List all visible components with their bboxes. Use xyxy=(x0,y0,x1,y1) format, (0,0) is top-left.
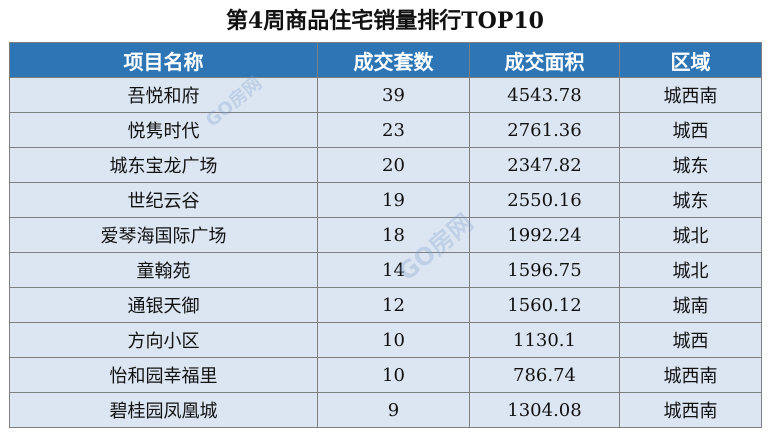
cell-district: 城西南 xyxy=(619,357,762,393)
page-title: 第4周商品住宅销量排行TOP10 xyxy=(225,8,544,34)
cell-project-name: 爱琴海国际广场 xyxy=(9,217,318,253)
header-units-sold: 成交套数 xyxy=(317,42,470,78)
table-row: 童翰苑 14 1596.75 城北 xyxy=(9,252,762,288)
header-area-sold: 成交面积 xyxy=(469,42,620,78)
table-row: 怡和园幸福里 10 786.74 城西南 xyxy=(9,357,762,393)
cell-district: 城东 xyxy=(619,147,762,183)
table-header-row: 项目名称 成交套数 成交面积 区域 xyxy=(9,42,762,78)
cell-units-sold: 14 xyxy=(317,252,470,288)
cell-project-name: 通银天御 xyxy=(9,287,318,323)
cell-units-sold: 12 xyxy=(317,287,470,323)
cell-units-sold: 23 xyxy=(317,112,470,148)
cell-project-name: 碧桂园凤凰城 xyxy=(9,392,318,428)
cell-area-sold: 2347.82 xyxy=(469,147,620,183)
cell-project-name: 城东宝龙广场 xyxy=(9,147,318,183)
table-row: 爱琴海国际广场 18 1992.24 城北 xyxy=(9,217,762,253)
cell-area-sold: 2761.36 xyxy=(469,112,620,148)
cell-project-name: 吾悦和府 xyxy=(9,77,318,113)
sales-ranking-table: 项目名称 成交套数 成交面积 区域 吾悦和府 39 4543.78 城西南 悦隽… xyxy=(9,42,762,428)
table-row: 世纪云谷 19 2550.16 城东 xyxy=(9,182,762,218)
cell-project-name: 世纪云谷 xyxy=(9,182,318,218)
cell-units-sold: 10 xyxy=(317,322,470,358)
cell-area-sold: 2550.16 xyxy=(469,182,620,218)
cell-district: 城东 xyxy=(619,182,762,218)
cell-district: 城西南 xyxy=(619,392,762,428)
table-row: 城东宝龙广场 20 2347.82 城东 xyxy=(9,147,762,183)
cell-area-sold: 1560.12 xyxy=(469,287,620,323)
cell-area-sold: 1304.08 xyxy=(469,392,620,428)
cell-district: 城南 xyxy=(619,287,762,323)
cell-district: 城北 xyxy=(619,252,762,288)
cell-area-sold: 786.74 xyxy=(469,357,620,393)
table-row: 通银天御 12 1560.12 城南 xyxy=(9,287,762,323)
cell-area-sold: 1992.24 xyxy=(469,217,620,253)
table-row: 悦隽时代 23 2761.36 城西 xyxy=(9,112,762,148)
cell-area-sold: 1596.75 xyxy=(469,252,620,288)
cell-project-name: 童翰苑 xyxy=(9,252,318,288)
cell-units-sold: 39 xyxy=(317,77,470,113)
cell-units-sold: 19 xyxy=(317,182,470,218)
cell-area-sold: 1130.1 xyxy=(469,322,620,358)
cell-district: 城西南 xyxy=(619,77,762,113)
cell-project-name: 方向小区 xyxy=(9,322,318,358)
header-project-name: 项目名称 xyxy=(9,42,318,78)
cell-units-sold: 18 xyxy=(317,217,470,253)
cell-area-sold: 4543.78 xyxy=(469,77,620,113)
cell-district: 城西 xyxy=(619,322,762,358)
cell-project-name: 悦隽时代 xyxy=(9,112,318,148)
cell-district: 城西 xyxy=(619,112,762,148)
cell-project-name: 怡和园幸福里 xyxy=(9,357,318,393)
header-district: 区域 xyxy=(619,42,762,78)
table-row: 碧桂园凤凰城 9 1304.08 城西南 xyxy=(9,392,762,428)
cell-units-sold: 20 xyxy=(317,147,470,183)
cell-units-sold: 9 xyxy=(317,392,470,428)
table-row: 方向小区 10 1130.1 城西 xyxy=(9,322,762,358)
table-row: 吾悦和府 39 4543.78 城西南 xyxy=(9,77,762,113)
cell-units-sold: 10 xyxy=(317,357,470,393)
cell-district: 城北 xyxy=(619,217,762,253)
